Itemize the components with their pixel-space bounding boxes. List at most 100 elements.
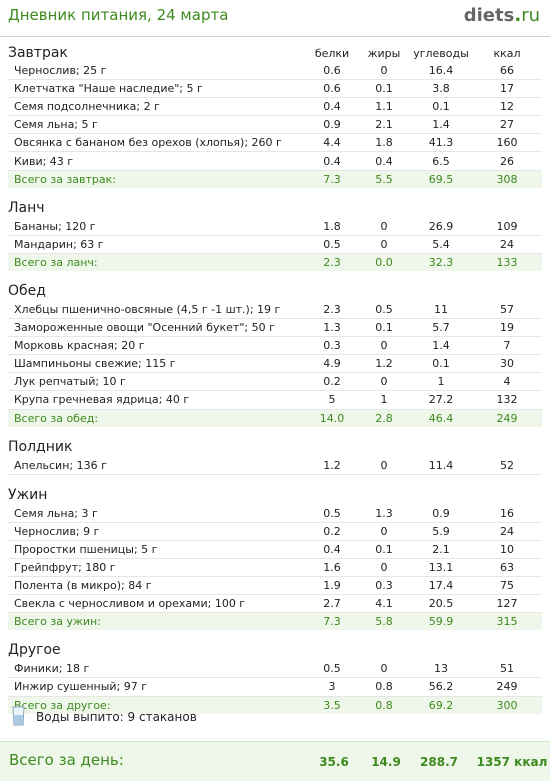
food-row: Семя льна; 3 г 0.5 1.3 0.9 16 [8,504,542,523]
diary-content: Завтрак белки жиры углеводы ккал Черносл… [8,44,542,714]
food-name: Киви; 43 г [8,151,306,171]
food-protein: 0.2 [306,522,358,541]
food-fat: 0.1 [358,318,410,338]
food-kcal: 4 [472,372,542,392]
food-fat: 0 [358,336,410,356]
meal-total-row: Всего за ланч: 2.3 0.0 32.3 133 [8,253,542,271]
food-carbs: 5.9 [410,522,472,541]
site-logo[interactable]: diets.ru [464,5,540,26]
food-kcal: 57 [472,300,542,320]
meal-title: Обед [8,282,46,299]
food-kcal: 63 [472,558,542,578]
day-total-carbs: 288.7 [420,755,458,769]
meal-total-carbs: 69.5 [410,170,472,188]
water-intake: Воды выпито: 9 стаканов [12,706,412,728]
food-name: Хлебцы пшенично-овсяные (4,5 г -1 шт.); … [8,300,306,320]
food-row: Грейпфрут; 180 г 1.6 0 13.1 63 [8,558,542,578]
food-row: Финики; 18 г 0.5 0 13 51 [8,660,542,679]
meal-total-label: Всего за ужин: [8,612,306,631]
food-carbs: 5.4 [410,235,472,254]
food-row: Чернослив; 25 г 0.6 0 16.4 66 [8,62,542,81]
food-fat: 0 [358,456,410,475]
food-kcal: 17 [472,79,542,99]
meal-total-carbs: 46.4 [410,409,472,427]
food-row: Крупа гречневая ядрица; 40 г 5 1 27.2 132 [8,390,542,410]
food-row: Клетчатка "Наше наследие"; 5 г 0.6 0.1 3.8 1… [8,79,542,99]
food-fat: 0.1 [358,540,410,559]
food-name: Замороженные овощи "Осенний букет"; 50 г [8,318,306,338]
food-carbs: 26.9 [410,217,472,236]
meal-total-row: Всего за завтрак: 7.3 5.5 69.5 308 [8,170,542,188]
food-row: Свекла с черносливом и орехами; 100 г 2.7… [8,594,542,614]
food-name: Клетчатка "Наше наследие"; 5 г [8,79,306,99]
food-name: Овсянка с бананом без орехов (хлопья); 2… [8,133,306,153]
food-carbs: 0.9 [410,504,472,523]
food-kcal: 19 [472,318,542,338]
food-row: Овсянка с бананом без орехов (хлопья); 2… [8,133,542,153]
food-protein: 0.3 [306,336,358,356]
food-fat: 0 [358,558,410,578]
meal-total-label: Всего за ланч: [8,253,306,271]
meal-section-header: Другое [8,635,542,660]
food-row: Лук репчатый; 10 г 0.2 0 1 4 [8,372,542,392]
food-protein: 1.2 [306,456,358,475]
food-fat: 0 [358,660,410,679]
food-row: Киви; 43 г 0.4 0.4 6.5 26 [8,151,542,171]
food-kcal: 24 [472,235,542,254]
food-row: Замороженные овощи "Осенний букет"; 50 г… [8,318,542,338]
page-header: Дневник питания, 24 марта diets.ru [0,0,550,34]
food-carbs: 2.1 [410,540,472,559]
meal-total-fat: 2.8 [358,409,410,427]
logo-tld: ru [521,5,540,26]
column-carbs: углеводы [413,46,469,60]
food-row: Полента (в микро); 84 г 1.9 0.3 17.4 75 [8,576,542,596]
meal-total-protein: 3.5 [306,696,358,714]
meal-total-protein: 2.3 [306,253,358,271]
food-fat: 0.1 [358,79,410,99]
day-total-label: Всего за день: [9,751,124,769]
meal-total-fat: 5.5 [358,170,410,188]
food-carbs: 6.5 [410,151,472,171]
logo-main: diets [463,5,515,26]
food-name: Крупа гречневая ядрица; 40 г [8,390,306,410]
meal-total-label: Всего за завтрак: [8,170,306,188]
meal-total-kcal: 308 [472,170,542,188]
food-fat: 0.5 [358,300,410,320]
food-carbs: 3.8 [410,79,472,99]
food-protein: 0.5 [306,660,358,679]
food-fat: 1 [358,390,410,410]
food-protein: 0.6 [306,79,358,99]
food-protein: 0.6 [306,62,358,81]
food-carbs: 5.7 [410,318,472,338]
food-name: Чернослив; 25 г [8,62,306,81]
meal-total-carbs: 69.2 [410,696,472,714]
meal-section-header: Обед [8,276,542,301]
meal-total-fat: 0.8 [358,696,410,714]
food-name: Апельсин; 136 г [8,456,306,475]
food-name: Полента (в микро); 84 г [8,576,306,596]
food-row: Шампиньоны свежие; 115 г 4.9 1.2 0.1 30 [8,354,542,374]
food-protein: 0.5 [306,235,358,254]
food-protein: 1.8 [306,217,358,236]
food-name: Лук репчатый; 10 г [8,372,306,392]
food-protein: 4.4 [306,133,358,153]
food-name: Финики; 18 г [8,660,306,679]
food-protein: 5 [306,390,358,410]
food-carbs: 1.4 [410,336,472,356]
food-protein: 1.3 [306,318,358,338]
food-name: Шампиньоны свежие; 115 г [8,354,306,374]
food-carbs: 1 [410,372,472,392]
food-name: Свекла с черносливом и орехами; 100 г [8,594,306,614]
food-carbs: 0.1 [410,97,472,117]
meal-total-kcal: 315 [472,612,542,631]
meal-section-header: Ужин [8,480,542,505]
food-carbs: 13 [410,660,472,679]
food-kcal: 66 [472,62,542,81]
column-protein: белки [314,46,350,60]
meal-title: Ужин [8,486,48,503]
food-fat: 0 [358,217,410,236]
food-kcal: 75 [472,576,542,596]
food-kcal: 109 [472,217,542,236]
food-protein: 2.3 [306,300,358,320]
meal-total-fat: 5.8 [358,612,410,631]
